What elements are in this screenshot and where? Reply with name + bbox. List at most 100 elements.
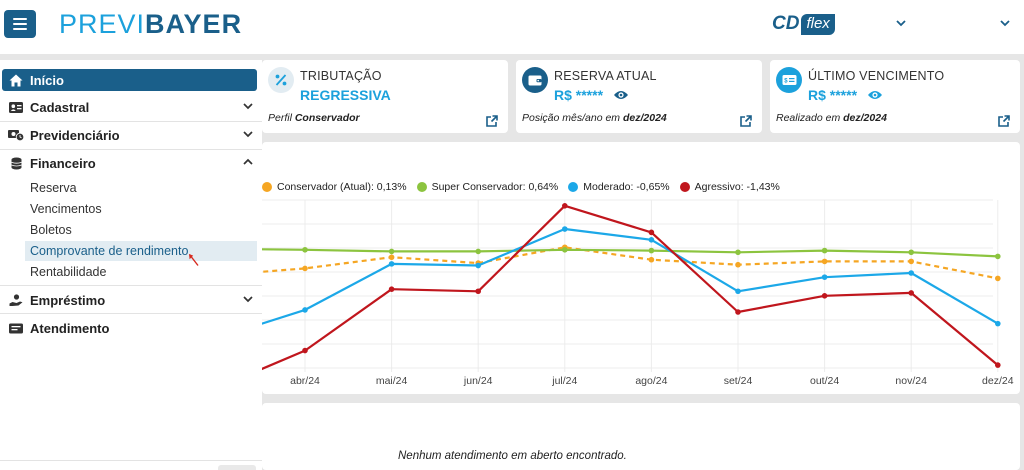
previbayer-logo[interactable]: PREVIBAYER [59,9,242,39]
chevron-up-icon [243,158,253,165]
reserva-atual-card: RESERVA ATUAL R$ ***** Posição mês/ano e… [516,60,762,133]
x-tick-label: nov/24 [895,375,927,387]
card-value-text: R$ ***** [808,87,858,103]
data-point-agressivo [648,229,655,236]
data-point-moderado [302,307,308,313]
chevron-down-icon [243,131,253,138]
data-point-super-conservador [735,249,741,256]
x-tick-label: set/24 [724,375,753,387]
legend-marker [416,182,427,192]
data-point-moderado [475,262,481,269]
sidebar-item-cadastral[interactable]: Cadastral [0,93,262,121]
tributacao-card: TRIBUTAÇÃO REGRESSIVA Perfil Conservador [262,60,508,133]
data-point-conservador-atual [995,275,1001,282]
external-link-icon[interactable] [485,115,498,128]
cd-flex-plan-logo: CD flex [772,11,835,37]
hand-coin-icon [8,292,24,308]
submenu-item-boletos[interactable]: Boletos [30,223,72,237]
card-footer: Posição mês/ano em dez/2024 [522,112,667,124]
series-line-conservador-atual [262,246,999,280]
x-tick-label: mai/24 [376,375,408,387]
money-clock-icon [8,127,24,143]
x-tick-label: dez/24 [982,375,1014,387]
submenu-item-vencimentos[interactable]: Vencimentos [30,202,102,216]
sidebar-item-label: Início [30,72,64,88]
card-value: REGRESSIVA [300,87,391,103]
legend-item[interactable]: Super Conservador: 0,64% [416,181,559,193]
legend-item[interactable]: Moderado: -0,65% [568,181,670,193]
chevron-down-icon [243,103,253,110]
x-tick-label: jul/24 [551,375,577,387]
data-point-super-conservador [821,247,828,254]
data-point-agressivo [735,309,741,315]
user-dropdown-chevron-down-icon[interactable] [998,16,1012,30]
series-line-moderado [262,227,999,325]
legend-marker [262,182,272,192]
sidebar-item-previdenciario[interactable]: Previdenciário [0,121,262,149]
show-value-eye-icon[interactable] [613,89,629,101]
x-tick-label: abr/24 [290,375,320,387]
data-point-agressivo [908,290,914,296]
chevron-down-icon [243,296,253,303]
line-chart: abr/24 mai/24 jun/24 jul/24 ago/24 set/24 out/… [262,199,1014,387]
card-footer: Perfil Conservador [268,112,360,124]
data-point-conservador-atual [648,256,655,263]
data-point-conservador-atual [735,261,741,268]
data-point-conservador-atual [821,258,828,265]
card-footer-prefix: Realizado em [776,112,844,124]
data-point-agressivo [995,362,1001,368]
ultimo-vencimento-card: $ ÚLTIMO VENCIMENTO R$ ***** Realizado e… [770,60,1020,133]
divider [0,149,262,150]
sidebar-collapse-tab[interactable] [218,465,256,470]
rentabilidade-chart-card: Conservador (Atual): 0,13% Super Conserva… [262,142,1020,394]
mouse-cursor-arrow-icon [188,254,199,266]
sidebar-item-emprestimo[interactable]: Empréstimo [0,286,262,314]
submenu-item-rentabilidade[interactable]: Rentabilidade [30,265,107,279]
card-value: R$ ***** [554,87,629,103]
data-point-conservador-atual [908,258,914,265]
data-point-agressivo [475,288,481,295]
legend-item[interactable]: Agressivo: -1,43% [679,181,780,193]
data-point-moderado [562,226,568,232]
payment-card-icon: $ [776,67,802,93]
sidebar-item-atendimento[interactable]: Atendimento [0,314,262,342]
divider [0,313,262,314]
top-header: PREVIBAYER CD flex [0,0,1024,54]
card-title: ÚLTIMO VENCIMENTO [808,69,945,83]
sidebar-item-inicio[interactable]: Início [2,69,257,91]
legend-label: Super Conservador: 0,64% [431,181,559,193]
data-point-super-conservador [388,248,395,255]
brand-cd-text: CD [772,13,800,34]
submenu-item-reserva[interactable]: Reserva [30,181,77,195]
sidebar-navigation: Início Cadastral Previdenciário Financei… [0,60,262,470]
divider [0,121,262,122]
atendimentos-panel: Nenhum atendimento em aberto encontrado. [262,403,1020,470]
show-value-eye-icon[interactable] [867,89,883,101]
sidebar-item-label: Atendimento [30,320,110,336]
sidebar-item-financeiro[interactable]: Financeiro [0,149,262,177]
coins-icon [8,155,24,171]
data-point-conservador-atual [302,265,308,272]
sidebar-item-label: Financeiro [30,155,96,171]
data-point-moderado [388,261,395,267]
card-value-text: REGRESSIVA [300,87,391,103]
legend-item[interactable]: Conservador (Atual): 0,13% [262,181,407,193]
series-line-agressivo [262,204,999,371]
data-point-moderado [735,288,741,295]
data-point-super-conservador [995,253,1001,260]
legend-label: Moderado: -0,65% [583,181,670,193]
plan-dropdown-chevron-down-icon[interactable] [894,16,908,30]
legend-label: Conservador (Atual): 0,13% [277,181,407,193]
external-link-icon[interactable] [739,115,752,128]
submenu-item-comprovante-de-rendimento[interactable]: Comprovante de rendimento [25,241,257,261]
legend-marker [568,182,579,192]
data-point-super-conservador [302,246,308,253]
external-link-icon[interactable] [997,115,1010,128]
data-point-moderado [821,274,828,280]
hamburger-menu-button[interactable] [4,10,36,38]
divider [0,460,262,461]
svg-text:$: $ [784,79,788,85]
data-point-moderado [995,320,1001,327]
card-value: R$ ***** [808,87,883,103]
data-point-super-conservador [648,247,655,254]
